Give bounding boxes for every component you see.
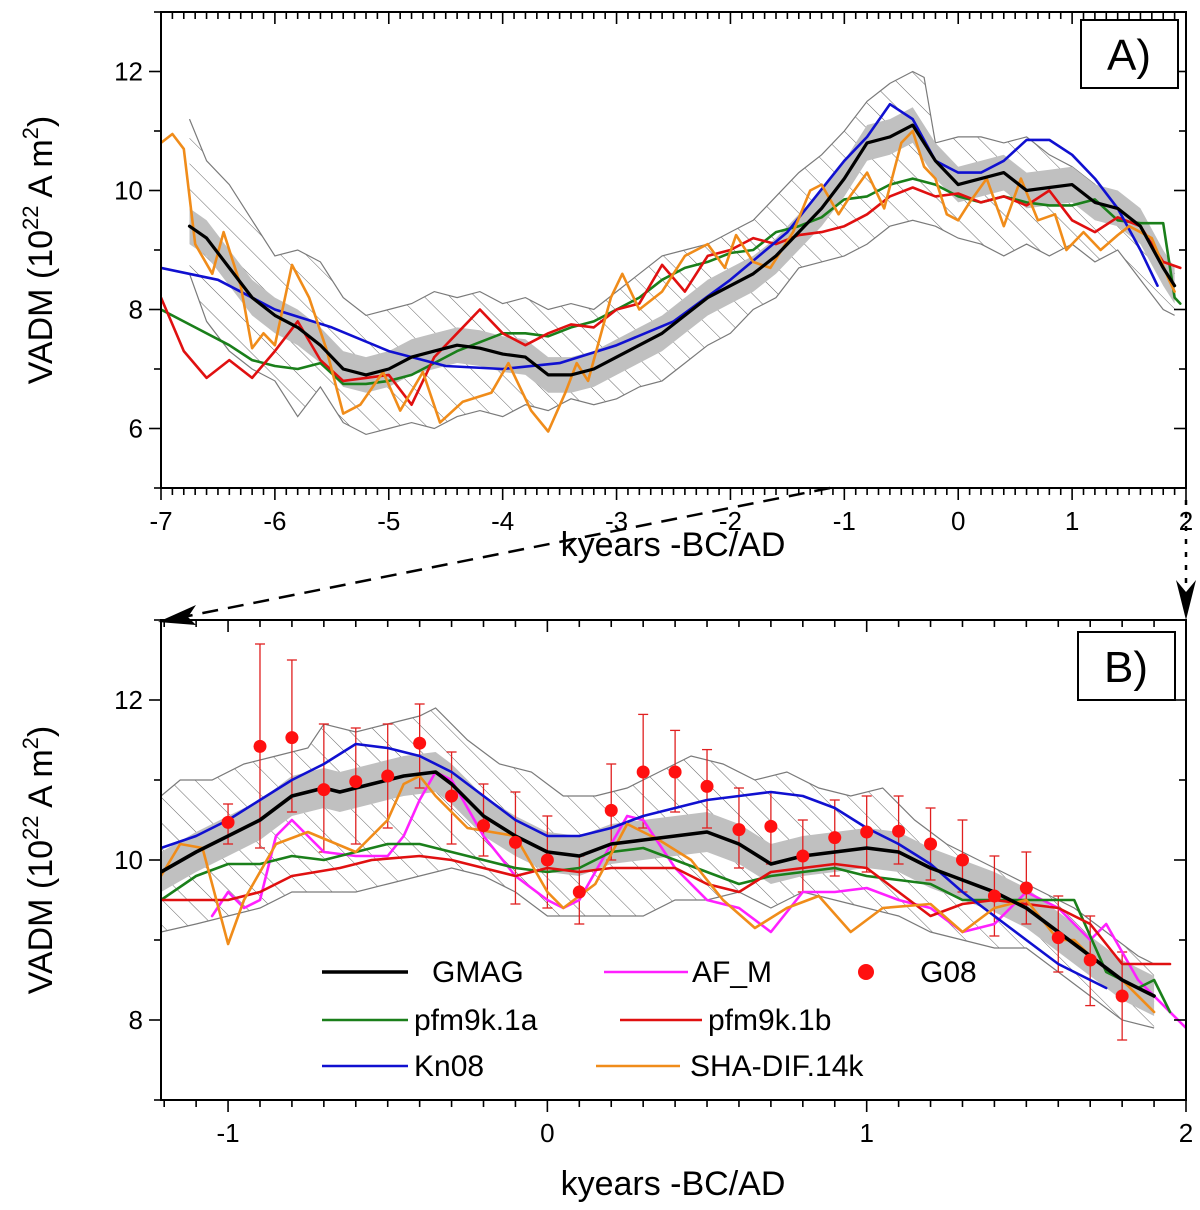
panel-b-g08-point (572, 885, 586, 899)
legend-item-g08: G08 (858, 956, 977, 989)
panel-b-g08-point (381, 769, 395, 783)
legend-item-gmag: GMAG (322, 956, 524, 989)
panel-a-series-pfm9k-1a (161, 177, 1182, 386)
legend-label-gmag: GMAG (432, 956, 524, 989)
panel-b-g08-point (892, 824, 906, 838)
panel-b-g08-point (1115, 989, 1129, 1003)
panel-a-x-tick-label: -6 (263, 506, 286, 536)
panel-b-g08-point (764, 819, 778, 833)
panel-b-g08-point (445, 789, 459, 803)
legend-item-pfm9k-1b: pfm9k.1b (620, 1004, 831, 1037)
panel-a-y-tick-label: 6 (129, 414, 143, 444)
panel-b-g08-point (732, 823, 746, 837)
panel-b-g08-point (540, 853, 554, 867)
panel-b-x-tick-label: 0 (540, 1118, 554, 1148)
legend-item-kn08: Kn08 (322, 1050, 484, 1083)
panel-a-plot-area (161, 70, 1182, 436)
panel-b-series-kn08 (161, 742, 1108, 990)
legend-item-pfm9k-1a: pfm9k.1a (322, 1004, 538, 1037)
panel-a-x-axis-title: kyears -BC/AD (561, 526, 786, 564)
panel-b-g08-point (796, 849, 810, 863)
panel-a-y-axis-title: VADM (1022 A m2) (18, 116, 60, 385)
panel-a-x-tick-label: -5 (377, 506, 400, 536)
panel-b-g08-point (1051, 931, 1065, 945)
panel-b-g08-point (253, 739, 267, 753)
panel-b-g08-point (700, 779, 714, 793)
panel-b-x-axis-title: kyears -BC/AD (561, 1165, 786, 1203)
panel-a-label: A) (1107, 31, 1151, 80)
panel-a-x-tick-label: -4 (491, 506, 514, 536)
legend-label-pfm9k-1b: pfm9k.1b (708, 1004, 831, 1037)
legend-label-sha-dif-14k: SHA-DIF.14k (690, 1050, 864, 1083)
panel-a-frame (160, 11, 1187, 489)
panel-a-x-tick-label: 2 (1179, 506, 1193, 536)
panel-b-label-box: B) (1077, 631, 1176, 701)
panel-b-x-tick-label: 1 (859, 1118, 873, 1148)
panel-b-y-tick-label: 8 (129, 1005, 143, 1035)
panel-b-g08-point (349, 775, 363, 789)
panel-b-g08-point (1083, 953, 1097, 967)
panel-b-g08-point (221, 815, 235, 829)
panel-a-x-tick-label: 1 (1065, 506, 1079, 536)
legend-label-kn08: Kn08 (414, 1050, 484, 1083)
panel-b-g08-point (477, 819, 491, 833)
panel-b-g08-point (636, 765, 650, 779)
legend-label-pfm9k-1a: pfm9k.1a (414, 1004, 538, 1037)
panel-a-y-tick-label: 12 (114, 57, 143, 87)
panel-a-series-gmag (187, 123, 1177, 377)
legend-label-af-m: AF_M (692, 956, 772, 989)
panel-b-g08-point (924, 837, 938, 851)
dotted-arrow-head-icon (1176, 580, 1196, 620)
panel-b-y-tick-label: 12 (114, 685, 143, 715)
panel-b-envelope-lower (161, 867, 1155, 1029)
panel-b-series-pfm9k-1a (161, 842, 1172, 1014)
panel-b-g08-point (604, 803, 618, 817)
panel-b-g08-point (860, 825, 874, 839)
panel-b-g08-point (285, 731, 299, 745)
panel-a-envelope-lower (188, 219, 1175, 436)
panel-b-g08-point (668, 765, 682, 779)
panel-b-series-pfm9k-1b (161, 854, 1172, 966)
panel-b-g08-point (828, 831, 842, 845)
panel-b-legend: GMAG AF_M G08 pfm9k.1a pfm9k.1b Kn08 SHA-DIF.1… (322, 956, 977, 1083)
panel-b-g08-point (987, 889, 1001, 903)
panel-a-series-sha-dif-14k (161, 129, 1176, 433)
panel-b-y-axis-title: VADM (1022 A m2) (18, 726, 60, 995)
panel-a-x-tick-label: -1 (833, 506, 856, 536)
panel-b-g08-point (1019, 881, 1033, 895)
panel-a-x-tick-label: -2 (719, 506, 742, 536)
legend-swatch-g08 (858, 964, 874, 980)
legend-item-sha-dif-14k: SHA-DIF.14k (596, 1050, 864, 1083)
legend-item-af-m: AF_M (604, 956, 772, 989)
legend-label-g08: G08 (920, 956, 977, 989)
panel-a-y-tick-label: 8 (129, 295, 143, 325)
panel-a-y-tick-label: 10 (114, 176, 143, 206)
panel-b-series-af-m (210, 770, 1186, 1030)
panel-b-g08-point (413, 736, 427, 750)
panel-b-label: B) (1104, 643, 1148, 692)
panel-b-x-tick-label: -1 (216, 1118, 239, 1148)
panel-b-g08-point (317, 783, 331, 797)
panel-b-series-sha-dif-14k (161, 774, 1156, 1014)
panel-a-envelope-upper (188, 70, 1176, 317)
panel-b-g08-point (508, 835, 522, 849)
panel-b-x-tick-label: 2 (1179, 1118, 1193, 1148)
dashed-zoom-arrow (177, 486, 831, 620)
panel-b-plot-area (161, 643, 1186, 1041)
panel-b-gmag-band (161, 752, 1155, 1016)
panel-a-series-kn08 (161, 102, 1159, 371)
panel-a-label-box: A) (1080, 19, 1179, 89)
panel-b-y-tick-label: 10 (114, 845, 143, 875)
panel-a-x-tick-label: 0 (951, 506, 965, 536)
panel-a-x-tick-label: -7 (149, 506, 172, 536)
panel-b-g08-point (955, 853, 969, 867)
